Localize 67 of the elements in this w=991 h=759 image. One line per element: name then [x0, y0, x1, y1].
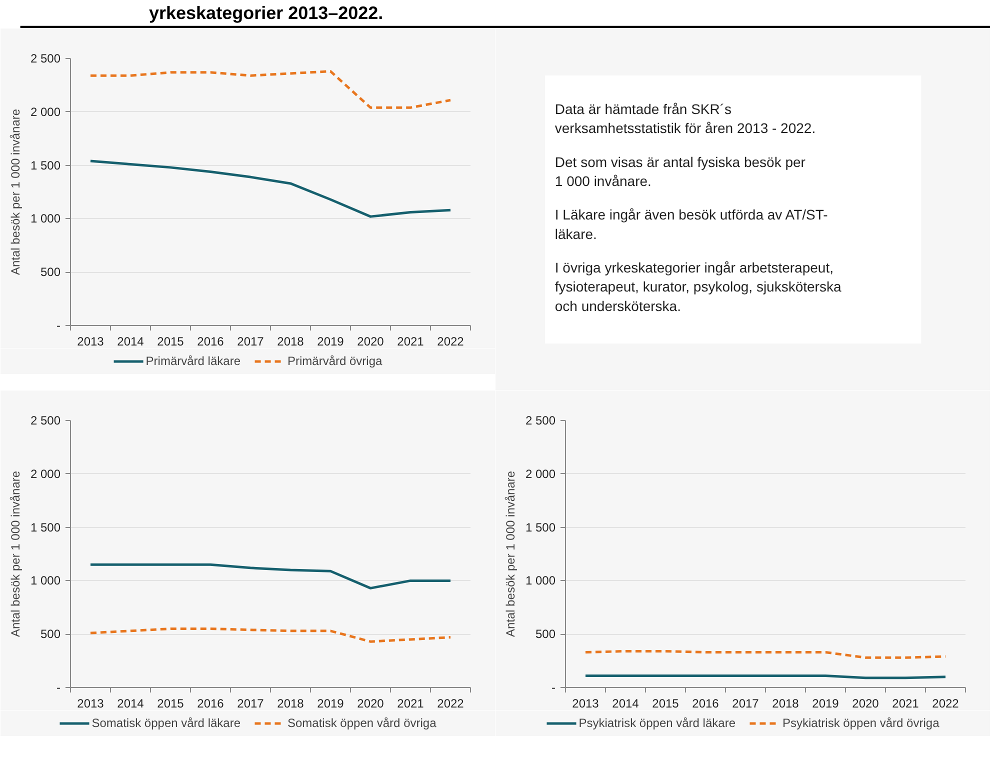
- y-tick-label: 1 000: [525, 574, 556, 588]
- y-tick-label: 1 500: [525, 520, 556, 534]
- legend-label: Psykiatrisk öppen vård övriga: [782, 716, 940, 730]
- y-tick-label: -: [552, 680, 556, 694]
- x-tick-label: 2013: [572, 696, 600, 710]
- y-axis-title: Antal besök per 1 000 invånare: [8, 470, 22, 638]
- line-series: [89, 160, 452, 218]
- text: Data är hämtade från SKR´s verksamhetsstatistik för åren 2013 - 2022.: [554, 100, 816, 136]
- line-series: [584, 650, 947, 659]
- legend-label: Primärvård läkare: [146, 354, 240, 368]
- y-tick-label: 2 000: [30, 466, 61, 481]
- x-tick-label: 2016: [692, 696, 720, 710]
- y-axis-title: Antal besök per 1 000 invånare: [8, 108, 22, 276]
- y-tick-label: 2 500: [30, 52, 61, 66]
- text: I Läkare ingår även besök utförda av AT/ST- läkare.: [554, 206, 828, 242]
- y-tick-label: 1 000: [30, 574, 61, 588]
- x-tick-label: 2015: [652, 696, 680, 710]
- text: Det som visas är antal fysiska besök per 1 000 invånare.: [554, 154, 806, 189]
- x-tick-label: 2017: [732, 696, 760, 710]
- x-tick-label: 2021: [397, 334, 424, 348]
- x-tick-label: 2013: [77, 696, 104, 710]
- x-tick-label: 2015: [157, 334, 184, 348]
- x-tick-label: 2020: [357, 696, 384, 710]
- x-tick-label: 2018: [277, 334, 304, 348]
- y-axis-title: Antal besök per 1 000 invånare: [503, 470, 518, 638]
- x-tick-label: 2018: [772, 696, 800, 710]
- y-tick-label: 1 500: [30, 520, 61, 534]
- y-tick-label: -: [56, 318, 61, 332]
- line-series: [89, 563, 452, 590]
- x-tick-label: 2015: [157, 696, 184, 710]
- line-series: [89, 628, 452, 643]
- x-tick-label: 2016: [197, 696, 224, 710]
- x-tick-label: 2022: [932, 696, 960, 710]
- x-tick-label: 2014: [612, 696, 640, 710]
- y-tick-label: 500: [535, 627, 556, 642]
- x-tick-label: 2022: [437, 696, 464, 710]
- y-tick-label: 2 500: [30, 414, 61, 428]
- y-tick-label: 500: [40, 265, 61, 280]
- x-tick-label: 2020: [852, 696, 880, 710]
- x-tick-label: 2017: [237, 696, 264, 710]
- x-tick-label: 2014: [117, 696, 144, 710]
- chart-title: yrkeskategorier 2013–2022.: [149, 3, 384, 24]
- legend-label: Somatisk öppen vård övriga: [288, 716, 436, 730]
- x-tick-label: 2016: [197, 334, 224, 348]
- x-tick-label: 2021: [892, 696, 920, 710]
- line-series: [89, 70, 452, 109]
- legend-label: Psykiatrisk öppen vård läkare: [578, 716, 736, 730]
- y-tick-label: -: [56, 680, 61, 694]
- x-tick-label: 2017: [237, 334, 264, 348]
- x-tick-label: 2020: [357, 334, 384, 348]
- legend-label: Somatisk öppen vård läkare: [92, 716, 240, 730]
- x-tick-label: 2019: [317, 696, 344, 710]
- y-tick-label: 2 500: [525, 414, 556, 428]
- x-tick-label: 2021: [397, 696, 424, 710]
- x-tick-label: 2019: [812, 696, 840, 710]
- text: I övriga yrkeskategorier ingår arbetsterapeut, fysioterapeut, kurator, psykolog, sjuksköterska och undersköterska.: [554, 259, 842, 314]
- x-tick-label: 2013: [77, 334, 104, 348]
- legend-label: Primärvård övriga: [288, 354, 382, 368]
- x-tick-label: 2014: [117, 334, 144, 348]
- x-tick-label: 2018: [277, 696, 304, 710]
- x-tick-label: 2022: [437, 334, 464, 348]
- y-tick-label: 2 000: [525, 466, 556, 481]
- y-tick-label: 500: [40, 627, 61, 642]
- y-tick-label: 2 000: [30, 104, 61, 119]
- y-tick-label: 1 000: [30, 212, 61, 226]
- x-tick-label: 2019: [317, 334, 344, 348]
- y-tick-label: 1 500: [30, 158, 61, 172]
